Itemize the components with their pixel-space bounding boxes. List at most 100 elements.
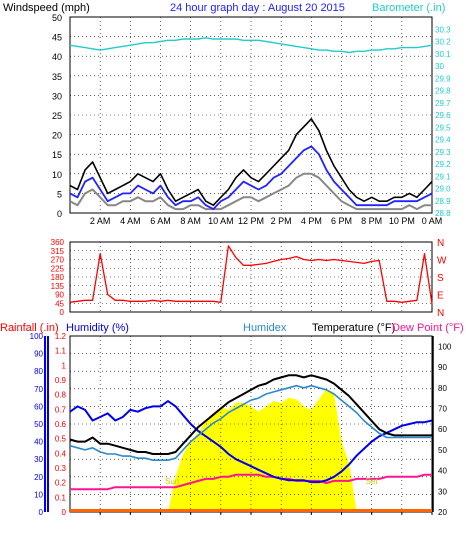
compass-label: E — [437, 291, 444, 302]
barometer-tick-label: 28.8 — [435, 209, 451, 218]
rainfall-tick-label: 0.4 — [55, 449, 67, 458]
compass-label: N — [437, 308, 444, 319]
rainfall-tick-label: 0.6 — [55, 420, 67, 429]
rainfall-tick-label: 0.8 — [55, 391, 67, 400]
time-tick-label: 6 PM — [331, 216, 352, 226]
compass-label: N — [437, 238, 444, 249]
wind-tick-label: 25 — [52, 111, 62, 121]
humidity-tick-label: 20 — [34, 473, 43, 482]
wind-tick-label: 40 — [52, 52, 62, 62]
barometer-tick-label: 29.3 — [435, 148, 451, 157]
direction-tick-label: 225 — [51, 264, 65, 273]
compass-label: W — [437, 256, 447, 267]
time-tick-label: 2 PM — [271, 216, 292, 226]
rainfall-tick-label: 1.1 — [55, 347, 67, 356]
barometer-tick-label: 29.5 — [435, 123, 451, 132]
wind-tick-label: 50 — [52, 13, 62, 23]
rainfall-tick-label: 1.2 — [55, 332, 67, 341]
wind-tick-label: 10 — [52, 170, 62, 180]
rainfall-tick-label: 0.3 — [55, 464, 67, 473]
humidity-tick-label: 100 — [30, 332, 44, 341]
wind-tick-label: 35 — [52, 72, 62, 82]
dewpoint-line — [70, 473, 432, 491]
temperature-line — [69, 374, 432, 455]
wind-tick-label: 30 — [52, 91, 62, 101]
wind-tick-label: 5 — [57, 189, 62, 199]
temperature-axis-label: Temperature (°F) — [312, 322, 395, 334]
barometer-line — [69, 37, 433, 54]
time-tick-label: 4 AM — [120, 216, 141, 226]
temperature-tick-label: 20 — [438, 508, 447, 517]
wind-gust-line — [69, 118, 433, 206]
humidity-tick-label: 0 — [39, 508, 44, 517]
humidity-tick-label: 90 — [34, 350, 43, 359]
rainfall-axis-label: Rainfall (.in) — [0, 322, 59, 334]
direction-tick-label: 315 — [51, 247, 65, 256]
humidity-tick-label: 70 — [34, 385, 43, 394]
time-tick-label: 8 PM — [361, 216, 382, 226]
time-tick-label: 10 AM — [208, 216, 234, 226]
direction-tick-label: 270 — [51, 256, 65, 265]
temperature-tick-label: 70 — [438, 404, 447, 413]
direction-tick-label: 0 — [60, 308, 65, 317]
sunrise-label: Sun — [165, 477, 179, 486]
barometer-tick-label: 29.4 — [435, 136, 451, 145]
wind-tick-label: 45 — [52, 33, 62, 43]
humidity-tick-label: 50 — [34, 420, 43, 429]
time-tick-label: 2 AM — [90, 216, 111, 226]
humidity-tick-label: 60 — [34, 402, 43, 411]
sunset-label: Set — [366, 477, 379, 486]
barometer-tick-label: 28.9 — [435, 197, 451, 206]
barometer-tick-label: 29.2 — [435, 160, 451, 169]
wind-avg-line — [69, 145, 433, 211]
wind-axis-label: Windspeed (mph) — [3, 2, 90, 14]
barometer-tick-label: 29.0 — [435, 185, 451, 194]
rainfall-tick-label: 1 — [62, 361, 67, 370]
temperature-tick-label: 50 — [438, 446, 447, 455]
barometer-tick-label: 30.2 — [435, 38, 451, 47]
humidity-tick-label: 80 — [34, 367, 43, 376]
rainfall-tick-label: 0.2 — [55, 479, 67, 488]
barometer-axis-label: Barometer (.in) — [372, 2, 445, 14]
humidity-tick-label: 10 — [34, 490, 43, 499]
time-tick-label: 10 PM — [389, 216, 415, 226]
humidity-line — [69, 400, 433, 484]
rainfall-tick-label: 0.9 — [55, 376, 67, 385]
temperature-tick-label: 60 — [438, 425, 447, 434]
humidex-axis-label: Humidex — [243, 322, 287, 334]
temperature-tick-label: 100 — [438, 342, 452, 351]
rainfall-tick-label: 0 — [62, 508, 67, 517]
chart-title: 24 hour graph day : August 20 2015 — [170, 2, 345, 14]
rainfall-tick-label: 0.5 — [55, 435, 67, 444]
barometer-tick-label: 30.3 — [435, 25, 451, 34]
barometer-tick-label: 29.6 — [435, 111, 451, 120]
rainfall-tick-label: 0.1 — [55, 493, 67, 502]
dewpoint-axis-label: Dew Point (°F) — [392, 322, 464, 334]
direction-tick-label: 360 — [51, 238, 65, 247]
direction-tick-label: 135 — [51, 282, 65, 291]
wind-direction-line — [69, 245, 433, 305]
direction-tick-label: 45 — [55, 299, 64, 308]
humidity-tick-label: 40 — [34, 438, 43, 447]
humidity-tick-label: 30 — [34, 455, 43, 464]
time-tick-label: 6 AM — [150, 216, 171, 226]
wind-tick-label: 0 — [57, 209, 62, 219]
wind-tick-label: 20 — [52, 131, 62, 141]
direction-tick-label: 90 — [55, 291, 64, 300]
wind-low-line — [69, 172, 432, 211]
barometer-tick-label: 30.1 — [435, 50, 451, 59]
temperature-tick-label: 90 — [438, 363, 447, 372]
barometer-tick-label: 29.7 — [435, 99, 451, 108]
rainfall-tick-label: 0.7 — [55, 405, 67, 414]
time-tick-label: 0 AM — [422, 216, 443, 226]
humidex-line — [69, 384, 432, 462]
compass-label: S — [437, 273, 444, 284]
humidity-axis-label: Humidity (%) — [66, 322, 129, 334]
temperature-tick-label: 30 — [438, 487, 447, 496]
temperature-tick-label: 40 — [438, 467, 447, 476]
barometer-tick-label: 29.1 — [435, 172, 451, 181]
time-tick-label: 4 PM — [301, 216, 322, 226]
barometer-tick-label: 30 — [435, 62, 444, 71]
barometer-tick-label: 29.8 — [435, 87, 451, 96]
